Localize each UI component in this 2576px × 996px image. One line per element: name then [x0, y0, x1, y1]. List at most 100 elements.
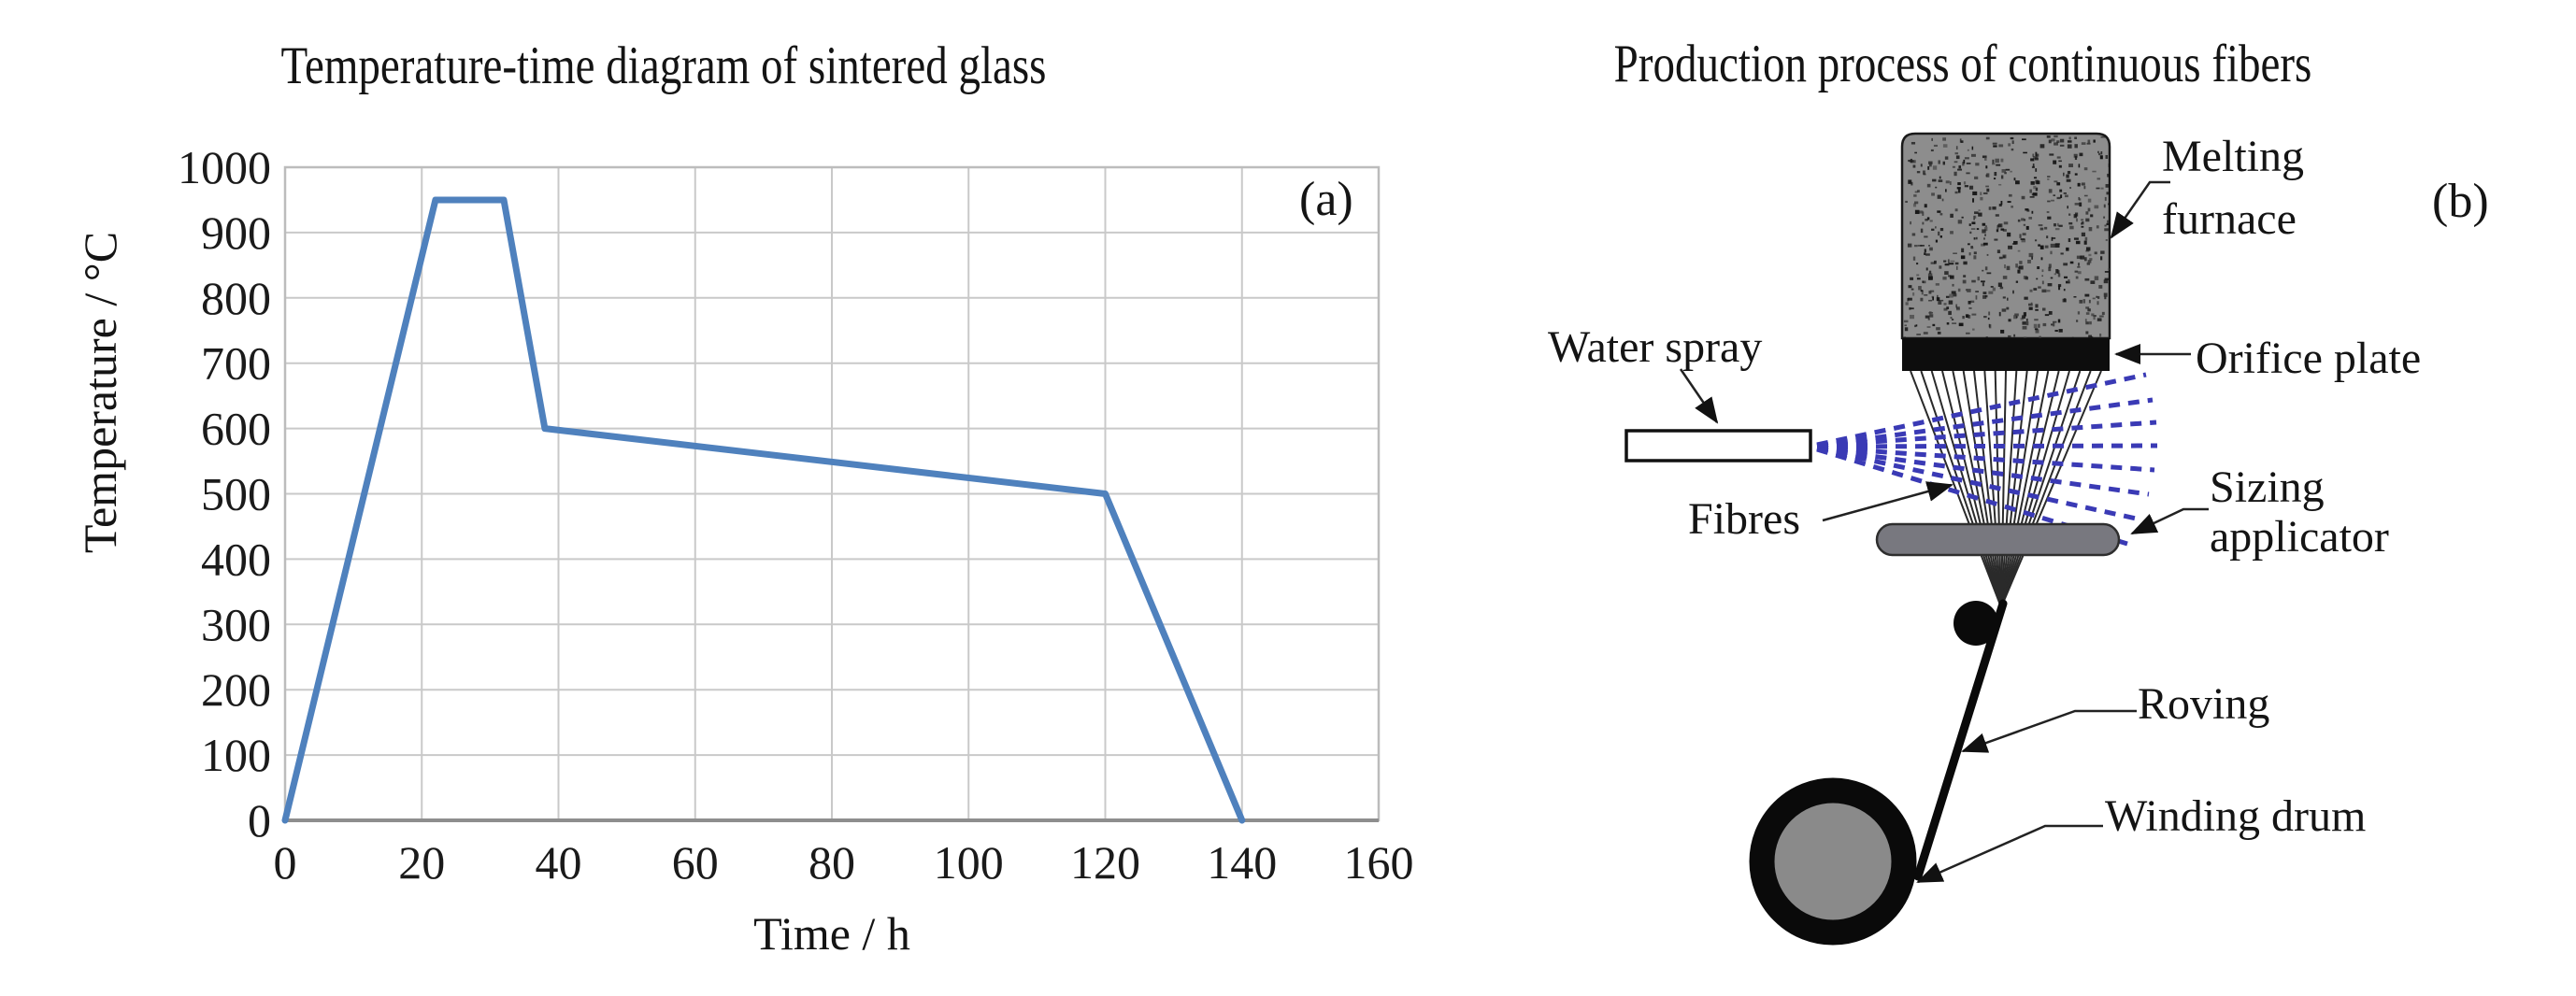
speckle-dot — [2047, 216, 2052, 220]
furnace-speckle-texture — [1903, 135, 2110, 338]
speckle-dot — [1987, 317, 1990, 320]
speckle-dot — [1939, 235, 1942, 238]
speckle-dot — [1905, 302, 1909, 306]
speckle-dot — [1967, 289, 1971, 292]
speckle-dot — [1958, 322, 1964, 327]
speckle-dot — [2063, 192, 2067, 194]
speckle-dot — [2002, 229, 2007, 232]
speckle-dot — [1943, 303, 1947, 306]
x-tick-label: 100 — [934, 836, 1004, 889]
speckle-dot — [1968, 315, 1971, 319]
speckle-dot — [1928, 164, 1932, 167]
speckle-dot — [2047, 178, 2050, 180]
y-tick-label: 300 — [201, 598, 271, 650]
speckle-dot — [2024, 219, 2026, 221]
speckle-dot — [1982, 292, 1987, 294]
y-tick-label: 900 — [201, 206, 271, 259]
speckle-dot — [2068, 278, 2070, 283]
x-tick-label: 80 — [809, 836, 855, 889]
fibres-arrow — [1822, 481, 1953, 522]
speckle-dot — [1949, 180, 1952, 185]
speckle-dot — [2058, 285, 2061, 291]
speckle-dot — [2001, 169, 2007, 173]
speckle-dot — [1916, 171, 1921, 174]
speckle-dot — [1904, 324, 1907, 327]
melting-furnace-label-line1: Melting — [2162, 132, 2304, 181]
y-tick-label: 400 — [201, 533, 271, 585]
speckle-dot — [2073, 237, 2079, 240]
speckle-dot — [2053, 160, 2057, 164]
speckle-dot — [1944, 271, 1949, 276]
speckle-dot — [2069, 186, 2071, 190]
speckle-dot — [2041, 269, 2044, 273]
speckle-dot — [2059, 189, 2063, 192]
speckle-dot — [2010, 136, 2014, 140]
speckle-dot — [1986, 188, 1990, 192]
speckle-dot — [2034, 239, 2038, 242]
speckle-dot — [1970, 153, 1976, 157]
speckle-dot — [2073, 296, 2077, 298]
speckle-dot — [2089, 320, 2092, 325]
speckle-dot — [2002, 276, 2008, 279]
speckle-dot — [1925, 253, 1930, 256]
speckle-dot — [2015, 316, 2018, 319]
speckle-dot — [2068, 238, 2071, 243]
speckle-dot — [2048, 311, 2053, 315]
speckle-dot — [1918, 210, 1924, 214]
speckle-dot — [2034, 328, 2039, 331]
speckle-dot — [2083, 257, 2087, 262]
speckle-dot — [1973, 255, 1977, 260]
speckle-dot — [2085, 211, 2089, 215]
speckle-dot — [1927, 165, 1930, 170]
speckle-dot — [1965, 314, 1969, 318]
speckle-dot — [2049, 153, 2054, 156]
speckle-dot — [2084, 293, 2090, 297]
speckle-dot — [2012, 290, 2014, 294]
x-tick-label: 120 — [1070, 836, 1140, 889]
speckle-dot — [2035, 187, 2039, 192]
speckle-dot — [2077, 266, 2081, 268]
speckle-dot — [1997, 282, 2002, 287]
speckle-dot — [2086, 262, 2091, 265]
y-tick-label: 100 — [201, 729, 271, 781]
speckle-dot — [2064, 276, 2068, 278]
speckle-dot — [2104, 224, 2107, 227]
y-tick-label: 700 — [201, 337, 271, 390]
speckle-dot — [2104, 196, 2107, 201]
speckle-dot — [1986, 173, 1990, 178]
speckle-dot — [2081, 225, 2084, 228]
speckle-dot — [1933, 144, 1939, 147]
speckle-dot — [2033, 155, 2038, 160]
speckle-dot — [2094, 251, 2097, 255]
speckle-dot — [1920, 164, 1923, 167]
speckle-dot — [1914, 191, 1918, 193]
speckle-dot — [2010, 170, 2012, 173]
spray-ray — [1816, 446, 2141, 522]
speckle-dot — [1920, 228, 1924, 234]
spray-ray — [1816, 420, 2157, 448]
speckle-dot — [1905, 200, 1908, 204]
speckle-dot — [2103, 279, 2109, 284]
speckle-dot — [1925, 267, 1928, 271]
speckle-dot — [2000, 329, 2005, 334]
speckle-dot — [2015, 263, 2018, 268]
speckle-dot — [2084, 277, 2090, 281]
speckle-dot — [2100, 187, 2104, 190]
fibre-line — [1941, 370, 2002, 608]
speckle-dot — [1942, 144, 1948, 148]
speckle-dot — [2035, 304, 2039, 308]
speckle-dot — [2000, 200, 2003, 206]
speckle-dot — [2087, 260, 2092, 263]
speckle-dot — [1992, 287, 1996, 292]
panel-b-marker: (b) — [2432, 175, 2489, 228]
speckle-dot — [2038, 323, 2040, 328]
speckle-dot — [1971, 313, 1977, 316]
speckle-dot — [1928, 270, 1932, 275]
fibre-line — [2000, 370, 2007, 608]
sizing-applicator-label: Sizing applicator — [2210, 462, 2389, 562]
speckle-dot — [1950, 275, 1954, 279]
speckle-dot — [2047, 176, 2051, 178]
speckle-dot — [1976, 228, 1980, 231]
speckle-dot — [2107, 173, 2110, 178]
speckle-dot — [1922, 211, 1925, 216]
